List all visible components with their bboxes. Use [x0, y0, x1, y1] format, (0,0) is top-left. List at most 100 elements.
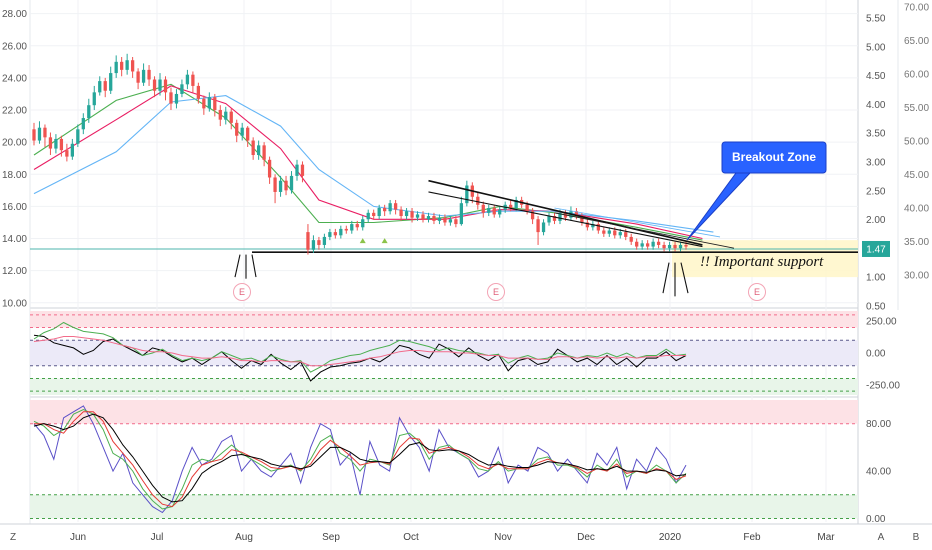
candle[interactable] [613, 230, 617, 236]
candle[interactable] [399, 209, 403, 217]
candle[interactable] [262, 145, 266, 160]
candle[interactable] [328, 232, 332, 237]
candle[interactable] [180, 84, 184, 94]
candle[interactable] [443, 217, 447, 223]
candle[interactable] [558, 212, 562, 221]
candle[interactable] [256, 145, 261, 155]
candle[interactable] [393, 203, 398, 210]
candle[interactable] [284, 180, 288, 191]
candle[interactable] [273, 177, 277, 192]
candle[interactable] [547, 216, 551, 223]
candle[interactable] [448, 219, 453, 223]
candle[interactable] [646, 243, 650, 247]
candle[interactable] [514, 199, 518, 209]
candle[interactable] [498, 209, 502, 215]
candle[interactable] [191, 74, 195, 86]
candle[interactable] [662, 244, 666, 249]
candle[interactable] [169, 92, 173, 104]
candle[interactable] [541, 222, 546, 233]
candle[interactable] [339, 228, 343, 236]
candle[interactable] [333, 232, 337, 236]
candle[interactable] [109, 73, 113, 91]
candle[interactable] [317, 240, 321, 245]
resistance-trendline[interactable] [428, 179, 703, 246]
candle[interactable] [59, 138, 64, 151]
candle[interactable] [43, 127, 47, 138]
candle[interactable] [120, 61, 124, 70]
candle[interactable] [618, 232, 622, 236]
candle[interactable] [114, 61, 118, 74]
candle[interactable] [251, 140, 255, 155]
candle[interactable] [37, 127, 42, 141]
candle[interactable] [624, 232, 628, 237]
candle[interactable] [344, 228, 348, 231]
candle[interactable] [202, 98, 206, 109]
candle[interactable] [300, 164, 305, 176]
candle[interactable] [459, 203, 464, 225]
candle[interactable] [426, 216, 431, 220]
candle[interactable] [92, 92, 96, 106]
candle[interactable] [103, 81, 107, 91]
candle[interactable] [487, 208, 491, 213]
candle[interactable] [372, 212, 376, 217]
candle[interactable] [651, 241, 655, 247]
candle[interactable] [366, 212, 370, 220]
candle[interactable] [98, 81, 102, 93]
breakout-zone-callout[interactable] [721, 141, 827, 174]
candle[interactable] [246, 127, 250, 141]
candle[interactable] [229, 111, 233, 123]
candle[interactable] [377, 208, 381, 217]
candle[interactable] [509, 204, 513, 209]
candle[interactable] [361, 219, 365, 228]
candle[interactable] [635, 241, 639, 247]
candle[interactable] [240, 127, 244, 136]
candle[interactable] [640, 243, 644, 247]
candle[interactable] [415, 214, 420, 218]
candle[interactable] [525, 204, 529, 212]
earnings-badge[interactable] [748, 283, 766, 301]
candle[interactable] [185, 74, 190, 85]
candle[interactable] [350, 224, 354, 231]
resistance-trendline-secondary[interactable] [428, 191, 703, 248]
candle[interactable] [536, 219, 540, 233]
candle[interactable] [224, 111, 228, 120]
candle[interactable] [355, 224, 359, 228]
candle[interactable] [673, 244, 677, 249]
candle[interactable] [454, 219, 458, 225]
candle[interactable] [432, 216, 436, 221]
candle[interactable] [207, 97, 211, 109]
candle[interactable] [278, 180, 283, 192]
candle[interactable] [465, 185, 469, 204]
candle[interactable] [656, 241, 661, 245]
candle[interactable] [476, 196, 480, 205]
candle[interactable] [158, 79, 162, 91]
candle[interactable] [684, 244, 688, 247]
candle[interactable] [596, 224, 600, 231]
candle[interactable] [81, 118, 85, 130]
candle[interactable] [388, 203, 392, 212]
candle[interactable] [218, 110, 222, 120]
earnings-badge[interactable] [487, 283, 505, 301]
candle[interactable] [492, 208, 496, 215]
candle[interactable] [130, 60, 135, 72]
candle[interactable] [141, 69, 146, 83]
candle[interactable] [196, 85, 201, 99]
candle[interactable] [163, 79, 168, 93]
candle[interactable] [32, 129, 36, 141]
candle[interactable] [289, 175, 294, 191]
candle[interactable] [306, 232, 310, 250]
candle[interactable] [322, 236, 327, 245]
candle[interactable] [65, 150, 69, 157]
candle[interactable] [136, 71, 140, 83]
candle[interactable] [410, 211, 414, 218]
candle[interactable] [591, 224, 595, 228]
candle[interactable] [48, 137, 53, 149]
candle[interactable] [87, 105, 91, 119]
candle[interactable] [530, 211, 535, 220]
candle[interactable] [174, 93, 179, 104]
candle[interactable] [76, 129, 80, 144]
candle[interactable] [152, 79, 157, 91]
candle[interactable] [602, 230, 606, 234]
candle[interactable] [421, 214, 425, 220]
